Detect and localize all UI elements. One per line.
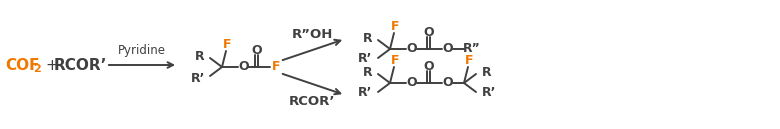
Text: R: R (363, 66, 372, 79)
Text: R: R (195, 50, 205, 62)
Text: O: O (424, 61, 434, 74)
Text: F: F (271, 61, 280, 74)
Text: O: O (406, 76, 417, 90)
Text: O: O (443, 76, 453, 90)
Text: RCOR’: RCOR’ (289, 95, 335, 108)
Text: O: O (406, 42, 417, 55)
Text: R’: R’ (482, 87, 496, 99)
Text: O: O (252, 45, 262, 58)
Text: O: O (443, 42, 453, 55)
Text: RCOR’: RCOR’ (53, 58, 107, 72)
Text: +: + (45, 58, 58, 72)
Text: R: R (363, 31, 372, 45)
Text: R’: R’ (190, 71, 205, 84)
Text: F: F (391, 19, 399, 33)
Text: F: F (391, 54, 399, 67)
Text: R: R (482, 66, 491, 79)
Text: O: O (239, 61, 250, 74)
Text: F: F (465, 54, 473, 67)
Text: R”: R” (463, 42, 481, 55)
Text: O: O (424, 26, 434, 39)
Text: 2: 2 (33, 64, 41, 74)
Text: R’: R’ (357, 87, 372, 99)
Text: COF: COF (5, 58, 40, 72)
Text: R’: R’ (357, 53, 372, 66)
Text: R”OH: R”OH (291, 28, 333, 41)
Text: F: F (223, 38, 231, 50)
Text: Pyridine: Pyridine (118, 44, 166, 57)
